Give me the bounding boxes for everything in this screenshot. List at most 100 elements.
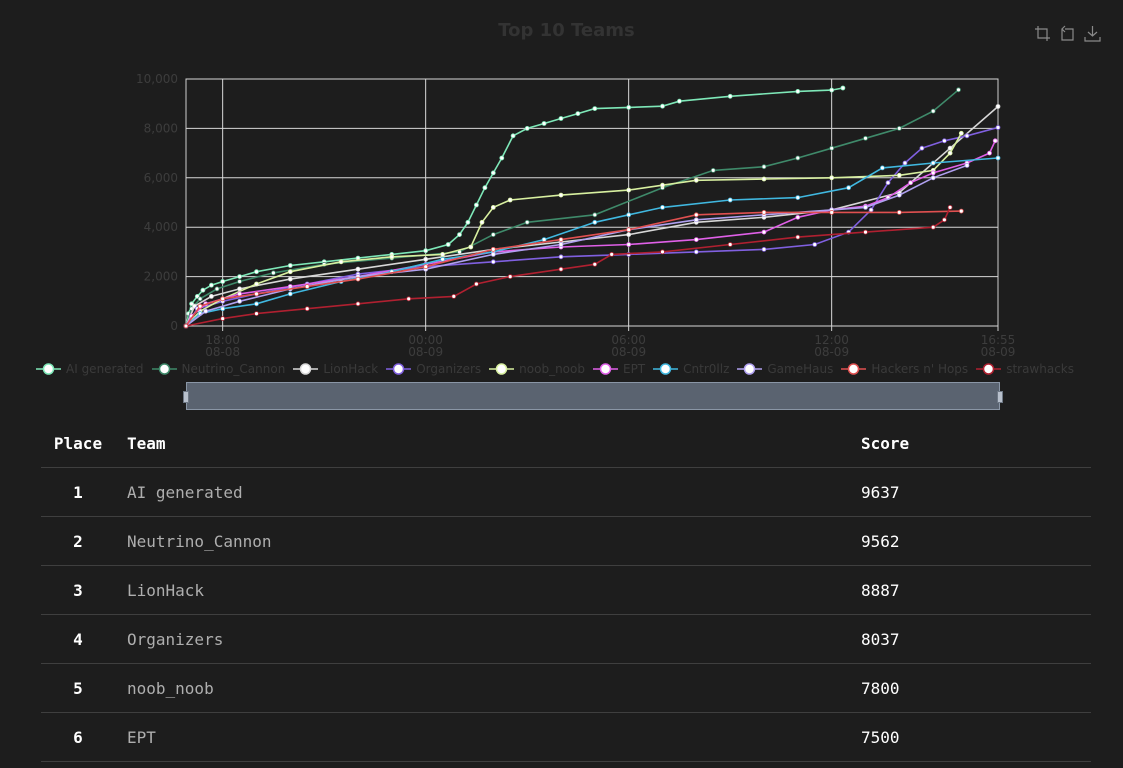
save-image-icon[interactable] bbox=[1084, 25, 1101, 42]
data-point bbox=[304, 306, 310, 312]
score-cell: 7800 bbox=[861, 663, 1091, 713]
place-cell: 4 bbox=[41, 614, 115, 664]
data-point bbox=[795, 214, 801, 220]
x-tick-label: 12:00 bbox=[814, 333, 849, 347]
zoom-handle-left[interactable] bbox=[183, 391, 189, 403]
legend-item[interactable]: LionHack bbox=[293, 362, 378, 376]
legend-swatch-icon bbox=[592, 363, 618, 375]
series-lionhack bbox=[183, 104, 1001, 329]
data-point bbox=[942, 217, 947, 223]
data-point bbox=[423, 256, 429, 262]
data-point bbox=[885, 180, 891, 186]
data-point bbox=[626, 227, 632, 233]
legend-item[interactable]: EPT bbox=[592, 362, 646, 376]
legend-label: EPT bbox=[622, 362, 646, 376]
team-cell[interactable]: AI generated bbox=[115, 467, 861, 517]
data-point bbox=[958, 208, 964, 214]
data-point bbox=[490, 170, 496, 176]
team-cell[interactable]: noob_noob bbox=[115, 663, 861, 713]
data-point bbox=[237, 279, 243, 284]
data-point bbox=[958, 130, 964, 136]
zoom-handle-right[interactable] bbox=[997, 391, 1003, 403]
data-point bbox=[592, 261, 598, 267]
data-point bbox=[846, 185, 851, 191]
zoom-reset-icon[interactable] bbox=[1059, 25, 1076, 42]
legend-item[interactable]: Hackers n' Hops bbox=[841, 362, 968, 376]
data-point bbox=[795, 234, 801, 240]
data-point bbox=[541, 121, 547, 126]
data-point bbox=[507, 197, 513, 203]
data-point bbox=[829, 175, 835, 181]
data-point bbox=[389, 254, 395, 260]
data-point bbox=[947, 150, 953, 156]
data-point bbox=[490, 204, 496, 210]
legend-item[interactable]: GameHaus bbox=[737, 362, 833, 376]
score-cell: 7500 bbox=[861, 712, 1091, 762]
data-point bbox=[197, 303, 203, 309]
team-cell[interactable]: Organizers bbox=[115, 614, 861, 664]
x-tick-date-label: 08-09 bbox=[611, 345, 646, 359]
team-cell[interactable]: Neutrino_Cannon bbox=[115, 516, 861, 566]
data-point bbox=[457, 232, 462, 238]
legend-item[interactable]: Neutrino_Cannon bbox=[151, 362, 286, 376]
data-point bbox=[287, 263, 293, 268]
data-point bbox=[541, 237, 547, 243]
data-point bbox=[558, 116, 564, 121]
data-point bbox=[987, 150, 992, 156]
legend-label: noob_noob bbox=[519, 362, 585, 376]
score-cell: 9637 bbox=[861, 467, 1091, 517]
y-tick-label: 8,000 bbox=[144, 121, 178, 135]
data-point bbox=[254, 291, 259, 297]
data-point bbox=[237, 298, 243, 304]
data-point bbox=[609, 251, 615, 257]
team-cell[interactable]: EPT bbox=[115, 712, 861, 762]
data-point bbox=[287, 269, 293, 275]
legend-label: Neutrino_Cannon bbox=[181, 362, 286, 376]
data-point bbox=[287, 276, 293, 282]
zoom-icon[interactable] bbox=[1034, 25, 1051, 42]
data-point bbox=[727, 93, 733, 99]
data-point bbox=[473, 281, 479, 287]
data-point bbox=[208, 293, 214, 299]
data-point bbox=[490, 246, 496, 252]
data-zoom-slider[interactable] bbox=[183, 382, 1003, 410]
legend-item[interactable]: AI generated bbox=[36, 362, 144, 376]
data-point bbox=[930, 108, 936, 114]
data-point bbox=[355, 276, 361, 282]
data-point bbox=[896, 125, 902, 131]
data-point bbox=[919, 145, 925, 151]
data-point bbox=[896, 192, 902, 198]
legend-swatch-icon bbox=[151, 363, 177, 375]
legend-item[interactable]: strawhacks bbox=[976, 362, 1074, 376]
data-point bbox=[727, 242, 733, 247]
data-point bbox=[220, 296, 226, 302]
chart-title: Top 10 Teams bbox=[498, 20, 635, 41]
y-tick-label: 6,000 bbox=[144, 171, 178, 185]
data-point bbox=[440, 251, 446, 257]
legend-item[interactable]: noob_noob bbox=[489, 362, 585, 376]
data-point bbox=[237, 291, 243, 297]
legend-swatch-icon bbox=[386, 363, 412, 375]
x-tick-label: 18:00 bbox=[205, 333, 240, 347]
data-point bbox=[761, 176, 767, 182]
table-header-row: Place Team Score bbox=[41, 419, 1091, 468]
table-row: 1 AI generated 9637 bbox=[41, 467, 1091, 517]
data-point bbox=[660, 249, 665, 255]
x-tick-label: 06:00 bbox=[611, 333, 646, 347]
data-point bbox=[930, 160, 936, 166]
data-point bbox=[947, 204, 953, 210]
y-tick-label: 10,000 bbox=[136, 72, 178, 86]
legend-label: GameHaus bbox=[767, 362, 834, 376]
team-cell[interactable]: LionHack bbox=[115, 565, 861, 615]
data-point bbox=[558, 237, 564, 243]
legend-swatch-icon bbox=[489, 363, 515, 375]
data-point bbox=[693, 237, 699, 243]
data-point bbox=[558, 266, 564, 272]
series-cntr0llz bbox=[183, 155, 1001, 329]
data-point bbox=[558, 254, 564, 260]
legend-item[interactable]: Cntr0llz bbox=[653, 362, 729, 376]
legend-item[interactable]: Organizers bbox=[386, 362, 481, 376]
legend-label: LionHack bbox=[323, 362, 379, 376]
legend-label: Organizers bbox=[416, 362, 482, 376]
